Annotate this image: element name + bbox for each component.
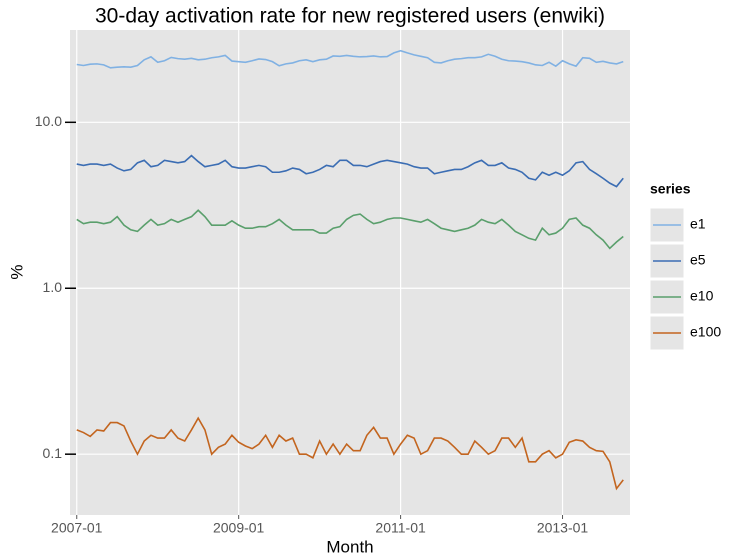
x-tick-label: 2009-01 [213, 520, 265, 536]
x-tick-label: 2013-01 [537, 520, 589, 536]
series-line [76, 416, 624, 491]
series-line [76, 154, 624, 188]
x-axis-label: Month [326, 537, 373, 556]
series-line [76, 209, 624, 250]
x-tick-label: 2007-01 [51, 520, 103, 536]
legend-label: e5 [690, 252, 706, 268]
y-tick-label: 1.0 [43, 279, 63, 295]
series-line [76, 49, 624, 69]
y-tick-label: 10.0 [35, 113, 62, 129]
plot-panel [70, 30, 630, 515]
y-axis-label: % [7, 264, 26, 279]
chart-title: 30-day activation rate for new registere… [95, 5, 605, 28]
legend-label: e10 [690, 288, 714, 304]
y-tick-label: 0.1 [43, 445, 63, 461]
legend-label: e100 [690, 324, 721, 340]
legend-label: e1 [690, 216, 706, 232]
legend-title: series [650, 181, 691, 197]
x-tick-label: 2011-01 [375, 520, 426, 536]
